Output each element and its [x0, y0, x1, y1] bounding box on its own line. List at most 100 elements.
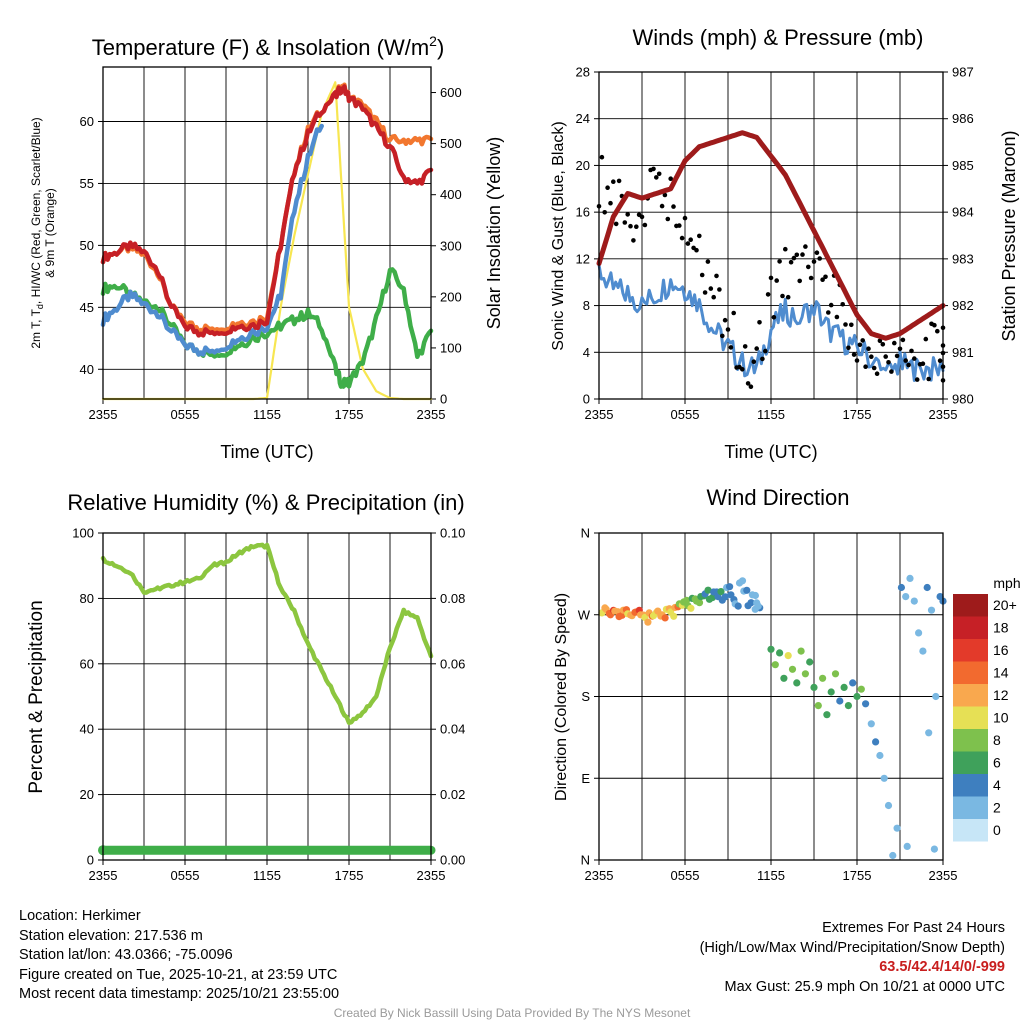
latlon-text: Station lat/lon: 43.0366; -75.0096: [19, 947, 233, 963]
direction-point: [793, 679, 801, 687]
direction-point: [806, 658, 814, 666]
gust-point: [717, 287, 722, 292]
gust-point: [783, 246, 788, 252]
gust-point: [697, 233, 702, 239]
gust-point: [920, 361, 926, 367]
y-tick-label: E: [581, 771, 590, 786]
y-tick-label: 60: [80, 656, 94, 671]
gust-point: [935, 328, 940, 334]
y2-tick-label: 986: [952, 111, 974, 126]
chart-title: Relative Humidity (%) & Precipitation (i…: [67, 490, 464, 515]
y2-tick-label: 0.10: [440, 526, 465, 541]
gust-point: [622, 220, 628, 225]
gust-point: [599, 154, 605, 160]
gust-point: [751, 359, 757, 365]
gust-point: [926, 376, 931, 382]
chart-title: Wind Direction: [706, 485, 849, 510]
x-tick-label: 1155: [757, 407, 785, 422]
gust-point: [785, 294, 791, 300]
gust-point: [639, 214, 645, 220]
gust-point: [642, 222, 648, 228]
gust-point: [808, 275, 814, 281]
gust-point: [722, 317, 728, 323]
gust-point: [677, 223, 682, 228]
colorbar-label: 16: [993, 642, 1009, 658]
y-tick-label: 20: [576, 158, 590, 173]
gust-point: [665, 216, 671, 222]
gust-point: [860, 338, 865, 343]
created-text: Figure created on Tue, 2025-10-21, at 23…: [19, 966, 338, 983]
series-line-relative-humidity: [100, 542, 434, 726]
colorbar-cell: [953, 616, 988, 639]
direction-point: [780, 674, 788, 682]
x-tick-label: 2355: [929, 407, 958, 422]
y2-tick-label: 0.04: [440, 722, 465, 737]
gust-point: [685, 241, 691, 246]
extremes-info: Extremes For Past 24 Hours (High/Low/Max…: [700, 919, 1005, 997]
direction-point: [897, 583, 906, 592]
gust-point: [871, 365, 877, 371]
gust-point: [654, 175, 659, 180]
y-tick-label: N: [581, 853, 590, 868]
direction-point: [695, 599, 704, 607]
gust-point: [763, 348, 768, 354]
title-superscript: 2: [429, 33, 437, 49]
y-label-subscript: d: [35, 304, 45, 309]
y-axis-label-line2: & 9m T (Orange): [43, 188, 57, 278]
direction-point: [751, 591, 760, 600]
gust-point: [834, 314, 840, 320]
gust-point: [794, 252, 800, 258]
direction-point: [767, 645, 775, 653]
y2-tick-label: 200: [440, 289, 462, 304]
y-tick-label: 12: [576, 251, 590, 266]
direction-point: [823, 711, 831, 719]
direction-point: [919, 647, 927, 655]
y-tick-label: 0: [87, 853, 94, 868]
direction-point: [915, 629, 923, 637]
gust-point: [923, 336, 929, 342]
colorbar-label: 20+: [993, 597, 1017, 613]
y-tick-label: 60: [80, 114, 94, 129]
gust-point: [771, 315, 777, 320]
y2-tick-label: 500: [440, 136, 462, 151]
y2-tick-label: 982: [952, 298, 974, 313]
y-tick-label: 16: [576, 205, 590, 220]
series-line-station-pressure: [596, 130, 946, 341]
direction-point: [708, 594, 717, 602]
gust-point: [742, 344, 748, 349]
colorbar-cell: [953, 661, 988, 684]
gust-point: [611, 179, 616, 184]
humidity-chart: 2355 0555 1155 1755 23550204060801000.000.02…: [26, 490, 465, 883]
y-tick-label: 20: [80, 787, 94, 802]
direction-point: [827, 688, 835, 696]
direction-point: [902, 593, 910, 601]
y-tick-label: 45: [80, 300, 94, 315]
gust-point: [634, 224, 639, 229]
colorbar-label: 14: [993, 665, 1009, 681]
direction-point: [880, 774, 888, 782]
y-tick-label: 24: [576, 111, 590, 126]
direction-point: [876, 751, 884, 760]
gust-point: [823, 274, 828, 280]
gust-point: [699, 272, 705, 278]
x-axis-label: Time (UTC): [220, 442, 313, 462]
gust-point: [757, 320, 762, 325]
gust-point: [613, 221, 619, 227]
x-tick-label: 2355: [929, 868, 958, 883]
speed-colorbar: mph 20+ 18 16 14 12 10 8 6 4 2 0: [953, 575, 1021, 842]
y-tick-label: 40: [80, 362, 94, 377]
gust-point: [728, 345, 734, 350]
gust-point: [760, 356, 765, 362]
y-tick-label: 0: [583, 392, 590, 407]
gust-point: [740, 367, 745, 372]
gust-point: [625, 212, 630, 217]
gust-point: [877, 338, 883, 344]
x-tick-label: 0555: [671, 868, 700, 883]
y-axis-label: Sonic Wind & Gust (Blue, Black): [550, 121, 567, 350]
elevation-text: Station elevation: 217.536 m: [19, 927, 203, 944]
y-label-part: 2m T, T: [29, 308, 43, 348]
direction-point: [831, 670, 840, 678]
gust-point: [912, 356, 917, 361]
